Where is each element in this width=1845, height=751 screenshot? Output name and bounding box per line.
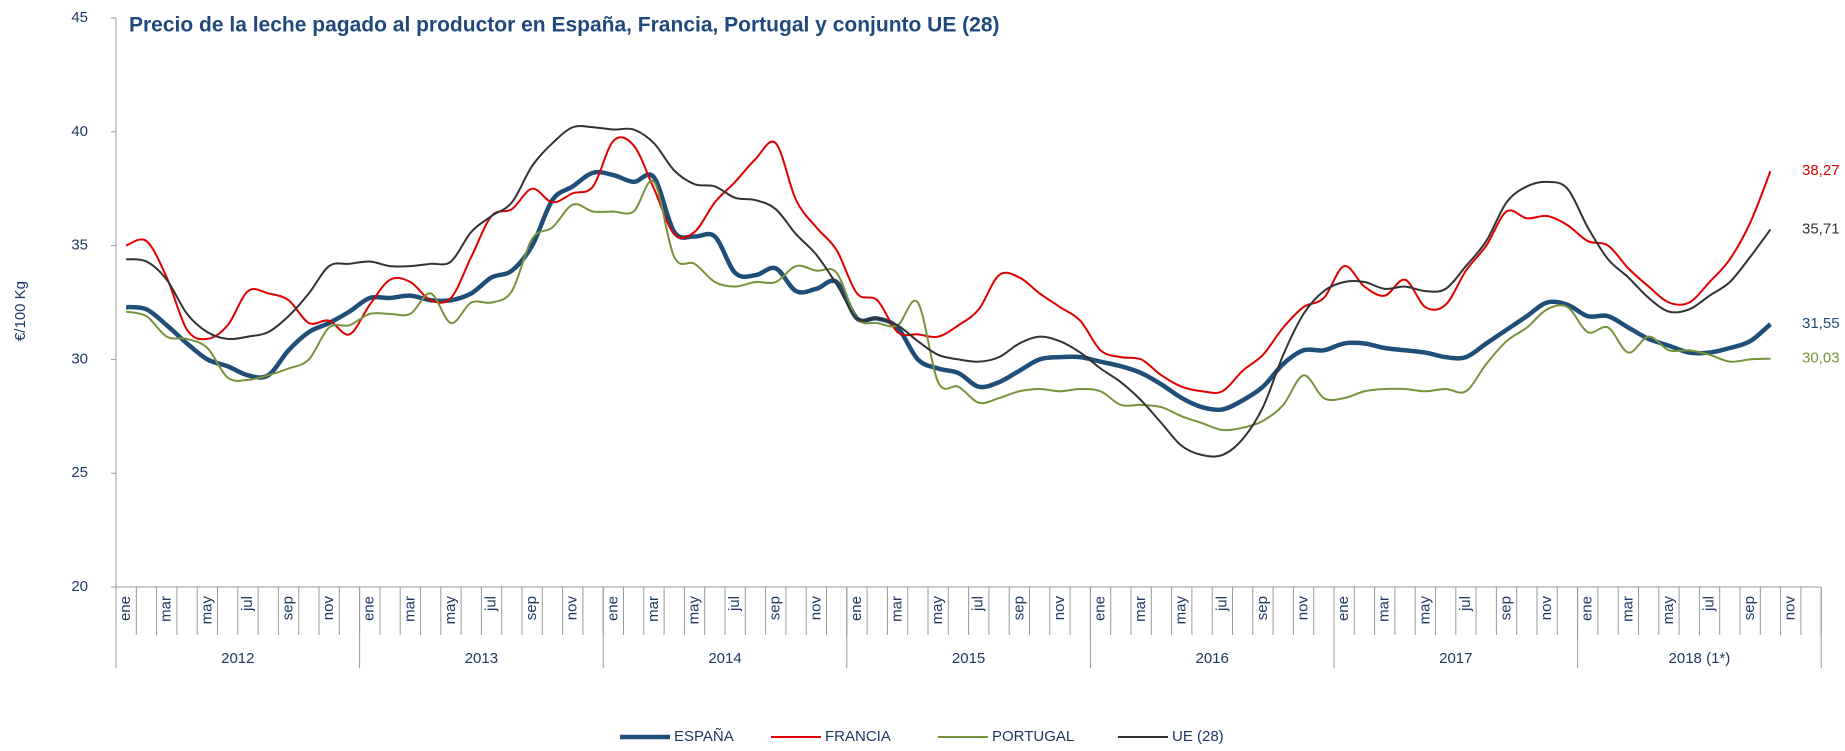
x-tick-label: mar (1376, 596, 1393, 622)
x-tick-label: sep (1254, 596, 1271, 620)
x-tick-label: nov (1295, 596, 1312, 621)
x-tick-label: sep (280, 596, 297, 620)
data-label: 30,03 (1802, 350, 1840, 367)
x-tick-label: ene (1092, 596, 1109, 621)
x-tick-label: nov (1782, 596, 1799, 621)
x-tick-label: sep (1010, 596, 1027, 620)
x-tick-label: mar (158, 596, 175, 622)
data-label: 35,71 (1802, 220, 1840, 237)
x-tick-label: mar (1619, 596, 1636, 622)
x-tick-label: jul (1701, 596, 1718, 612)
x-tick-label: may (1416, 596, 1433, 625)
x-tick-label: ene (604, 596, 621, 621)
x-tick-label: mar (889, 596, 906, 622)
year-label: 2018 (1*) (1669, 650, 1731, 667)
data-label: 38,27 (1802, 162, 1840, 179)
x-tick-label: jul (970, 596, 987, 612)
x-tick-label: may (198, 596, 215, 625)
x-tick-label: mar (401, 596, 418, 622)
x-tick-label: nov (1538, 596, 1555, 621)
y-axis-title: €/100 Kg (12, 281, 29, 341)
chart-title: Precio de la leche pagado al productor e… (129, 14, 1000, 37)
x-tick-label: jul (1213, 596, 1230, 612)
data-label: 31,55 (1802, 315, 1840, 332)
series-line (125, 169, 1772, 413)
year-label: 2012 (221, 650, 254, 667)
x-tick-label: ene (1335, 596, 1352, 621)
year-label: 2013 (465, 650, 498, 667)
x-tick-label: ene (848, 596, 865, 621)
y-tick-label: 45 (71, 9, 88, 26)
x-tick-label: may (1173, 596, 1190, 625)
x-tick-label: mar (1132, 596, 1149, 622)
y-tick-label: 25 (71, 464, 88, 481)
x-tick-label: may (686, 596, 703, 625)
legend-label: PORTUGAL (992, 728, 1074, 745)
x-tick-label: nov (1051, 596, 1068, 621)
x-tick-label: jul (483, 596, 500, 612)
legend-label: ESPAÑA (674, 728, 734, 745)
x-tick-label: jul (239, 596, 256, 612)
year-label: 2015 (952, 650, 985, 667)
series-line (125, 136, 1772, 394)
y-tick-label: 30 (71, 350, 88, 367)
x-tick-label: ene (361, 596, 378, 621)
x-tick-label: nov (807, 596, 824, 621)
x-tick-label: sep (523, 596, 540, 620)
x-tick-label: may (442, 596, 459, 625)
series-line (125, 179, 1771, 432)
y-tick-label: 20 (71, 578, 88, 595)
x-tick-label: jul (1457, 596, 1474, 612)
series-line (126, 124, 1772, 458)
x-tick-label: nov (564, 596, 581, 621)
year-label: 2014 (708, 650, 741, 667)
x-tick-label: ene (117, 596, 134, 621)
x-tick-label: sep (1741, 596, 1758, 620)
x-tick-label: sep (1498, 596, 1515, 620)
x-tick-label: nov (320, 596, 337, 621)
x-tick-label: mar (645, 596, 662, 622)
year-label: 2016 (1196, 650, 1229, 667)
y-tick-label: 35 (71, 237, 88, 254)
y-tick-label: 40 (71, 123, 88, 140)
x-tick-label: jul (726, 596, 743, 612)
x-tick-label: may (1660, 596, 1677, 625)
legend-label: FRANCIA (825, 728, 891, 745)
legend-label: UE (28) (1172, 728, 1224, 745)
x-tick-label: may (929, 596, 946, 625)
x-tick-label: sep (767, 596, 784, 620)
x-tick-label: ene (1579, 596, 1596, 621)
year-label: 2017 (1439, 650, 1472, 667)
